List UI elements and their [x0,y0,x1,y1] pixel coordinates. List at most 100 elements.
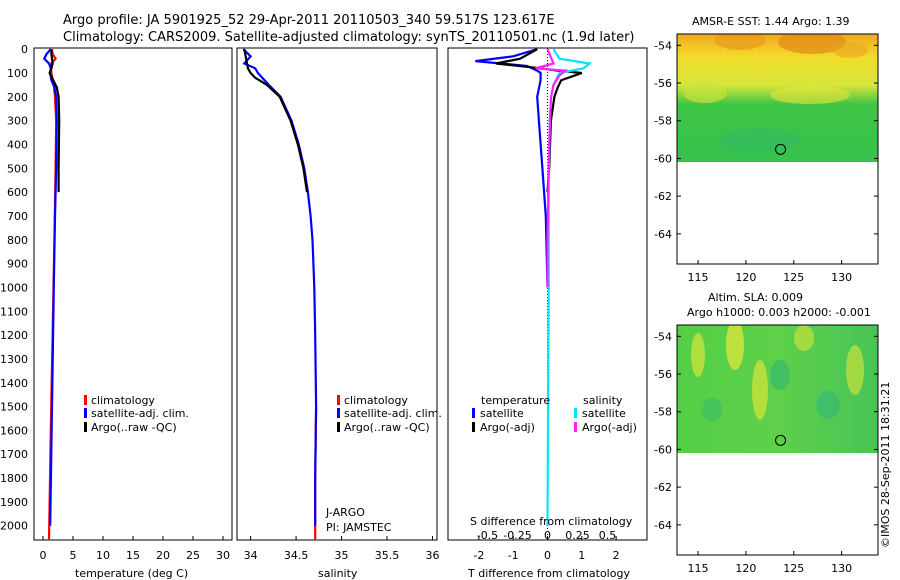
depth-tick-label: 1900 [0,496,28,509]
temperature-plot-frame [33,47,233,541]
sla-map-ticks: 115 120 125 130 -54 -56 -58 -60 -62 -64 [654,330,878,575]
x-tick-label: 15 [126,549,140,562]
x-tick-label: 35 [335,549,349,562]
sla-high-patch [846,345,864,395]
sla-map-title-line2: Argo h1000: 0.003 h2000: -0.001 [687,306,871,319]
map-y-tick-label: -64 [654,228,672,241]
temperature-series [42,48,61,541]
x-tick-label: 5 [70,549,77,562]
depth-tick-label: 1300 [0,353,28,366]
series-line-satellite-adj-clim- [42,48,58,526]
annotation-j-argo: J-ARGO [325,506,365,519]
x-tick-label: 0 [544,549,551,562]
difference-x-ticks: -2 -1 0 1 2 -0.5 -0.25 0 0.25 0.5 [473,529,619,562]
salinity-xlabel: salinity [318,567,358,580]
sla-low-patch [702,398,722,422]
legend-argo-swatch [84,422,87,432]
salinity-legend: climatology satellite-adj. clim. Argo(..… [337,394,442,434]
depth-tick-label: 800 [7,234,28,247]
series-line-temperature-satellite [475,48,549,288]
legend-satellite-label: satellite-adj. clim. [344,407,442,420]
sla-high-patch [794,325,814,351]
map-y-tick-label: -60 [654,152,672,165]
depth-tick-label: 1000 [0,281,28,294]
x-tick-label: 1 [578,549,585,562]
x-tick-label: 10 [96,549,110,562]
sst-map-title: AMSR-E SST: 1.44 Argo: 1.39 [692,15,850,28]
legend-temp-argo-swatch [472,422,475,432]
map-y-tick-label: -58 [654,115,672,128]
legend-header-salinity: salinity [583,394,623,407]
legend-climatology-label: climatology [344,394,408,407]
sla-high-patch [726,325,744,370]
annotation-pi-jamstec: PI: JAMSTEC [326,521,392,534]
sla-low-patch [816,391,840,419]
depth-tick-label: 1200 [0,329,28,342]
salinity-plot-frame [236,47,438,541]
sst-cool-patch [683,83,727,103]
legend-climatology-label: climatology [91,394,155,407]
sst-warm-patch [714,34,766,50]
map-y-tick-label: -54 [654,39,672,52]
sst-cold-patch [720,128,800,152]
sla-low-patch [770,360,790,390]
depth-tick-label: 700 [7,210,28,223]
depth-tick-label: 1700 [0,448,28,461]
legend-sal-satellite-label: satellite [582,407,626,420]
x-tick-label: 25 [186,549,200,562]
x-tick-label: -1 [508,549,519,562]
map-y-tick-label: -60 [654,443,672,456]
sst-map: AMSR-E SST: 1.44 Argo: 1.39 115 120 125 130… [654,15,879,284]
map-x-tick-label: 125 [783,271,804,284]
map-x-tick-label: 120 [735,271,756,284]
legend-satellite-swatch [337,408,340,418]
depth-tick-label: 2000 [0,520,28,533]
sla-high-patch [691,333,705,377]
sla-high-patch [752,360,768,420]
x-tick-label: -2 [473,549,484,562]
depth-tick-label: 500 [7,162,28,175]
sla-map-frame [676,324,879,556]
map-x-tick-label: 115 [688,271,709,284]
legend-sal-argo-swatch [574,422,577,432]
map-y-tick-label: -58 [654,406,672,419]
salinity-series [242,48,318,540]
x-top-tick-label: 0 [544,529,551,542]
sst-warm-patch [778,34,846,54]
map-x-tick-label: 130 [831,562,852,575]
map-y-tick-label: -62 [654,190,672,203]
legend-temp-satellite-label: satellite [480,407,524,420]
legend-argo-swatch [337,422,340,432]
depth-tick-label: 1800 [0,472,28,485]
difference-series [475,48,593,526]
depth-axis: 0 100 200 300 400 500 600 700 800 900 1000 1100 1200… [0,43,647,533]
depth-tick-label: 400 [7,138,28,151]
series-line-argo-raw-qc- [243,48,309,193]
x-tick-label: 2 [613,549,620,562]
map-y-tick-label: -54 [654,330,672,343]
depth-tick-label: 300 [7,115,28,128]
depth-tick-label: 900 [7,258,28,271]
argo-position-marker [775,143,787,155]
sla-map: Altim. SLA: 0.009 Argo h1000: 0.003 h200… [654,291,879,575]
legend-header-temperature: temperature [481,394,550,407]
legend-satellite-label: satellite-adj. clim. [91,407,189,420]
x-tick-label: 34.5 [284,549,309,562]
legend-climatology-swatch [84,395,87,405]
copyright-stamp: ©IMOS 28-Sep-2011 18:31:21 [879,382,892,548]
x-tick-label: 0 [40,549,47,562]
difference-xlabel-top: S difference from climatology [470,515,633,528]
map-x-tick-label: 130 [831,271,852,284]
map-y-tick-label: -56 [654,368,672,381]
map-y-tick-label: -62 [654,481,672,494]
depth-tick-label: 600 [7,186,28,199]
depth-tick-label: 1500 [0,401,28,414]
x-top-tick-label: -0.25 [503,529,531,542]
x-top-tick-label: 0.25 [565,529,590,542]
map-y-tick-label: -64 [654,519,672,532]
x-tick-label: 30 [216,549,230,562]
series-line-salinity-argo-adj- [535,48,569,288]
temperature-xlabel: temperature (deg C) [75,567,188,580]
x-tick-label: 34 [244,549,258,562]
